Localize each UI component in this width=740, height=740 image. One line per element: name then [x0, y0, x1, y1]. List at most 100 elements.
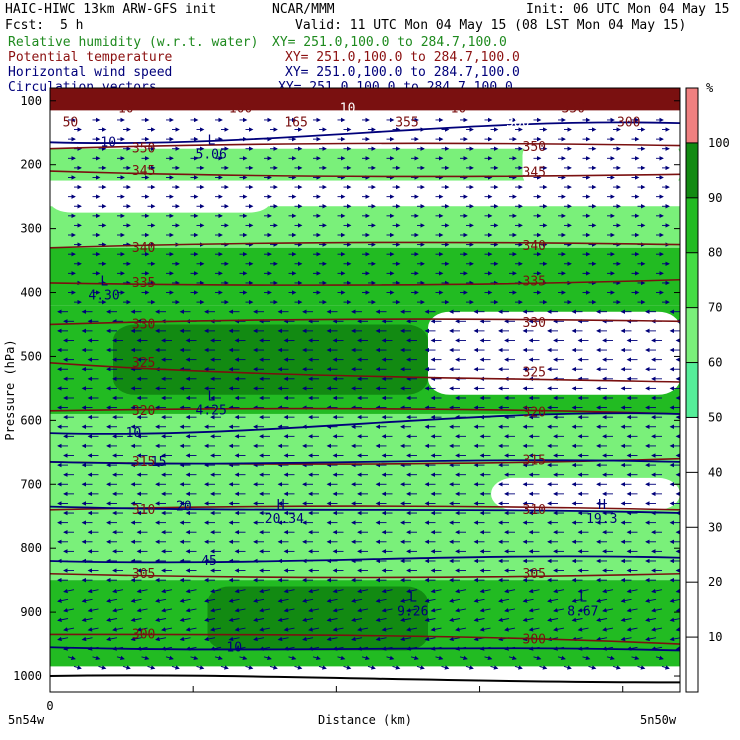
wind-contour-10 — [50, 121, 680, 144]
colorbar: 10 20 30 40 50 60 70 80 90 100% — [685, 81, 730, 693]
circulation-vectors-layer — [57, 117, 680, 670]
wind-vector — [392, 665, 401, 670]
wind-vector — [620, 636, 632, 642]
wind-vector — [185, 588, 197, 594]
colorbar-label: 50 — [708, 410, 722, 424]
wind-vector — [528, 607, 540, 613]
y-tick-label: 200 — [20, 158, 42, 172]
wind-vector — [571, 598, 583, 603]
upper-contour-label: 380 — [506, 115, 529, 130]
colorbar-label: 100 — [708, 136, 730, 150]
theta-contour-320 — [50, 407, 680, 415]
wind-vector — [504, 627, 516, 632]
wind-vector — [424, 598, 436, 603]
colorbar-label: 60 — [708, 356, 722, 370]
wind-vector — [326, 617, 338, 622]
wind-vector — [165, 655, 174, 661]
wind-vector — [81, 617, 93, 622]
wind-vector — [337, 655, 346, 661]
wind-vector — [214, 655, 223, 661]
wind-vector — [245, 665, 254, 670]
wind-vector — [263, 655, 272, 661]
x-left-location: 5n54w — [8, 713, 45, 727]
theta-label-305: 305 — [523, 567, 546, 582]
wind-vector — [253, 617, 265, 622]
field-rh-xy: XY= 251.0,100.0 to 284.7,100.0 — [272, 35, 507, 50]
y-tick-label: 1000 — [13, 669, 42, 683]
wind-vector — [449, 636, 461, 642]
wind-vector — [155, 598, 167, 603]
theta-label-300: 300 — [523, 632, 546, 647]
theta-label-330: 330 — [523, 316, 546, 331]
wind-vector — [351, 636, 363, 642]
wind-vector — [400, 617, 412, 622]
theta-label-300: 300 — [132, 627, 155, 642]
wind-vector — [620, 617, 632, 622]
colorbar-label: 40 — [708, 465, 722, 479]
wind-vector — [112, 607, 124, 613]
extremum-value: 20.34 — [265, 512, 304, 527]
wind-vector — [416, 665, 425, 670]
wind-vector — [332, 627, 344, 632]
wind-vector — [106, 636, 118, 642]
colorbar-segment — [686, 307, 698, 363]
wind-vector — [435, 655, 444, 661]
wind-vector — [596, 636, 608, 642]
wind-vector — [577, 588, 589, 594]
wind-vector — [312, 655, 321, 661]
wind-vector — [626, 588, 638, 594]
wind-vector — [308, 607, 320, 613]
wind-vector — [596, 617, 608, 622]
wind-contour-20 — [50, 505, 680, 514]
wind-vector — [612, 665, 621, 670]
wind-vector — [343, 665, 352, 670]
plot-frame — [49, 87, 681, 693]
wind-vector — [234, 607, 246, 613]
wind-vector — [220, 665, 229, 670]
extremum-value: 5.06 — [196, 148, 227, 163]
wind-vector — [87, 627, 99, 632]
wind-vector — [277, 617, 289, 622]
x-axis-title: Distance (km) — [318, 713, 412, 727]
wind-vector — [514, 665, 523, 670]
org-label: NCAR/MMM — [272, 2, 335, 17]
wind-vector — [479, 607, 491, 613]
y-tick-label: 900 — [20, 605, 42, 619]
wind-vector — [669, 617, 680, 622]
wind-vector — [381, 607, 393, 613]
theta-label-325: 325 — [523, 365, 546, 380]
upper-contour-label: 350 — [562, 101, 585, 116]
wind-vector — [326, 598, 338, 603]
wind-vector — [533, 655, 542, 661]
wind-vector — [161, 588, 173, 594]
extremum-value: 19.3 — [586, 512, 617, 527]
wind-vector — [645, 636, 657, 642]
wind-vector — [455, 588, 467, 594]
theta-label-350: 350 — [132, 142, 155, 157]
model-title: HAIC-HIWC 13km ARW-GFS init — [5, 2, 217, 17]
wind-vector — [308, 627, 320, 632]
wind-vector — [136, 627, 148, 632]
wind-vector — [106, 617, 118, 622]
wind-vector — [577, 627, 589, 632]
wind-vector — [381, 627, 393, 632]
wind-vector — [553, 627, 565, 632]
wind-label-10: 10 — [100, 135, 116, 150]
extremum-l: L — [409, 591, 417, 606]
wind-vector — [57, 598, 69, 603]
wind-vector — [87, 607, 99, 613]
extremum-h: H — [277, 498, 285, 513]
wind-vector — [116, 655, 125, 661]
wind-vector — [675, 646, 680, 651]
rh-fill-layer — [50, 88, 680, 692]
wind-vector — [620, 598, 632, 603]
wind-speed-layer — [50, 121, 680, 684]
wind-vector — [375, 617, 387, 622]
wind-vector — [122, 665, 131, 670]
init-time: Init: 06 UTC Mon 04 May 15 — [526, 2, 730, 17]
extremum-l: L — [579, 591, 587, 606]
theta-contour-305 — [50, 572, 680, 579]
wind-vector — [210, 627, 222, 632]
wind-vector — [375, 598, 387, 603]
wind-vector — [455, 607, 467, 613]
